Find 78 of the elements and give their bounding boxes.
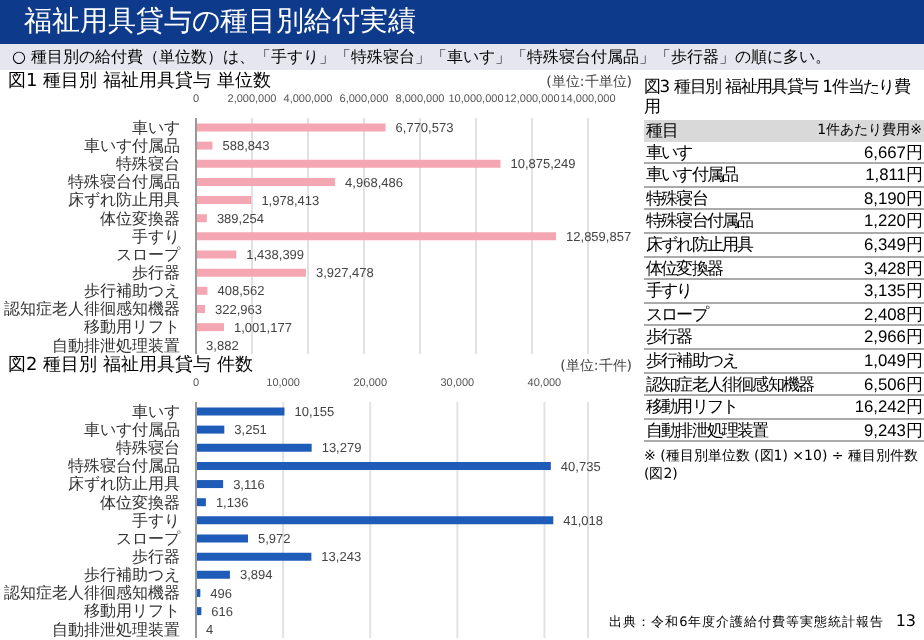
text: 8,190円 <box>863 187 922 208</box>
category-label: 移動用リフト <box>644 395 740 419</box>
y-tick-label: 移動用リフト <box>84 318 180 337</box>
y-tick-label: 認知症老人徘徊感知機器 <box>4 584 180 603</box>
y-tick-label: 車いす付属品 <box>84 136 180 155</box>
category-label: 床ずれ防止用具 <box>644 232 756 257</box>
y-tick-label: スロープ <box>116 245 182 264</box>
category-label: 特殊寝台付属品 <box>644 209 755 233</box>
category-label: スロープ <box>644 302 710 326</box>
y-tick-label: 体位変換器 <box>100 493 180 512</box>
bar <box>196 407 285 416</box>
y-tick-label: 特殊寝台 <box>116 155 180 174</box>
category-label: 手すり <box>644 279 694 303</box>
y-tick-label: 歩行器 <box>132 263 180 282</box>
text: 6,506円 <box>863 373 922 394</box>
y-tick-label: 自動排泄処理装置 <box>52 620 180 639</box>
y-tick-label: 特殊寝台 <box>116 439 180 458</box>
chart-title: 図2 種目別 福祉用具貸与 件数 <box>8 354 253 378</box>
bar <box>196 425 225 434</box>
y-tick-label: 車いす <box>132 402 180 421</box>
bar <box>196 323 225 332</box>
category-label: 体位変換器 <box>644 256 725 280</box>
text: 福祉用具貸与の種目別給付実績 <box>0 0 924 44</box>
text: 1,049円 <box>863 349 922 370</box>
text: 3,428円 <box>863 257 922 278</box>
y-tick-label: スロープ <box>116 529 182 548</box>
bar <box>196 159 501 168</box>
text: 1,811円 <box>865 164 922 185</box>
category-label: 歩行器 <box>644 325 694 349</box>
bar <box>196 480 224 489</box>
y-tick-label: 床ずれ防止用具 <box>68 191 180 210</box>
category-label: 認知症老人徘徊感知機器 <box>644 372 816 396</box>
text: 6,349円 <box>863 233 922 254</box>
category-label: 車いす <box>644 141 694 164</box>
text: 16,242円 <box>854 396 922 417</box>
bar <box>196 461 551 470</box>
bar <box>196 534 249 543</box>
y-tick-label: 自動排泄処理装置 <box>52 336 180 355</box>
category-label: 特殊寝台 <box>644 186 709 210</box>
category-label: 歩行補助つえ <box>644 348 740 373</box>
chart-title: 図1 種目別 福祉用具貸与 単位数 <box>8 70 271 94</box>
text: 13 <box>895 612 916 630</box>
bar <box>196 516 554 525</box>
text: 図3 種目別 福祉用具貸与 1件当たり費用 <box>644 76 912 116</box>
bar <box>196 177 336 186</box>
bar <box>196 498 206 507</box>
bar <box>196 443 312 452</box>
y-tick-label: 歩行器 <box>132 547 180 566</box>
text: 9,243円 <box>863 419 922 440</box>
y-tick-label: 認知症老人徘徊感知機器 <box>4 300 180 319</box>
bar <box>196 250 237 259</box>
bar <box>196 123 386 132</box>
y-tick-label: 車いす付属品 <box>84 420 180 439</box>
text: 2,966円 <box>863 326 922 347</box>
bar <box>196 141 213 150</box>
text: 6,667円 <box>863 141 922 162</box>
y-tick-label: 歩行補助つえ <box>84 282 180 301</box>
y-tick-label: 手すり <box>132 511 180 530</box>
y-tick-label: 歩行補助つえ <box>84 566 180 585</box>
bar <box>196 570 230 579</box>
category-label: 自動排泄処理装置 <box>644 418 770 442</box>
y-tick-label: 特殊寝台付属品 <box>68 173 180 192</box>
category-label: 車いす付属品 <box>644 163 740 187</box>
bar <box>196 196 252 205</box>
text: 3,135円 <box>863 280 922 301</box>
y-tick-label: 体位変換器 <box>100 209 180 228</box>
text: 2,408円 <box>863 303 922 324</box>
y-tick-label: 手すり <box>132 227 180 246</box>
bar <box>196 268 306 277</box>
bar <box>196 214 207 223</box>
y-tick-label: 車いす <box>132 118 180 137</box>
y-tick-label: 特殊寝台付属品 <box>68 457 180 476</box>
bar <box>196 232 557 241</box>
bar <box>196 552 312 561</box>
text: ○ 種目別の給付費（単位数）は、「手すり」「特殊寝台」「車いす」「特殊寝台付属品」「歩行器」の順に多い。 <box>0 44 924 70</box>
text: 1,220円 <box>863 210 922 231</box>
y-tick-label: 移動用リフト <box>84 602 180 621</box>
y-tick-label: 床ずれ防止用具 <box>68 475 180 494</box>
